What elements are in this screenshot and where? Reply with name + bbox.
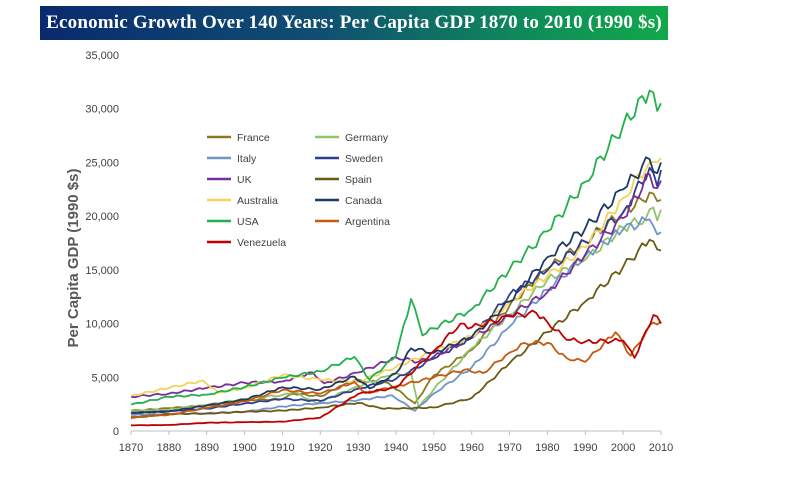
- x-tick-label: 1910: [270, 442, 294, 454]
- x-tick-label: 1930: [346, 442, 370, 454]
- x-tick-label: 1970: [497, 442, 521, 454]
- legend-entry: Spain: [345, 174, 372, 186]
- series-line-venezuela: [130, 309, 662, 427]
- x-tick-label: 1960: [459, 442, 483, 454]
- series-line-sweden: [130, 166, 662, 414]
- series-line-usa: [130, 89, 662, 406]
- y-tick-label: 20,000: [85, 211, 119, 223]
- y-axis-label: Per Capita GDP (1990 $s): [65, 169, 82, 348]
- y-tick-label: 35,000: [85, 50, 119, 62]
- chart-title: Economic Growth Over 140 Years: Per Capi…: [40, 6, 668, 40]
- x-tick-label: 1890: [194, 442, 218, 454]
- legend-entry: Canada: [345, 195, 382, 207]
- x-tick-label: 2000: [611, 442, 635, 454]
- series-group: [130, 89, 662, 427]
- legend-entry: Sweden: [345, 153, 383, 165]
- legend-entry: Italy: [237, 153, 257, 165]
- y-tick-label: 5,000: [91, 372, 119, 384]
- legend-entry: Australia: [237, 195, 278, 207]
- x-tick-label: 1940: [384, 442, 408, 454]
- legend: France Germany Italy Sweden UK Spain Australia…: [207, 132, 390, 249]
- y-tick-label: 10,000: [85, 319, 119, 331]
- x-tick-label: 1980: [535, 442, 559, 454]
- legend-entry: Germany: [345, 132, 389, 144]
- series-line-germany: [130, 206, 662, 413]
- legend-entry: Argentina: [345, 216, 390, 228]
- y-tick-label: 0: [113, 426, 119, 438]
- x-tick-label: 1950: [422, 442, 446, 454]
- x-tick-label: 1880: [157, 442, 181, 454]
- series-line-canada: [130, 156, 662, 414]
- series-line-spain: [130, 238, 662, 419]
- legend-entry: France: [237, 132, 270, 144]
- legend-entry: UK: [237, 174, 252, 186]
- x-tick-label: 1870: [119, 442, 143, 454]
- y-tick-label: 15,000: [85, 265, 119, 277]
- y-tick-label: 30,000: [85, 104, 119, 116]
- series-line-argentina: [130, 320, 662, 418]
- series-line-uk: [130, 173, 662, 399]
- y-tick-label: 25,000: [85, 157, 119, 169]
- legend-entry: USA: [237, 216, 259, 228]
- x-tick-label: 1900: [232, 442, 256, 454]
- x-tick-label: 1920: [308, 442, 332, 454]
- x-tick-label: 1990: [573, 442, 597, 454]
- x-tick-label: 2010: [649, 442, 673, 454]
- legend-entry: Venezuela: [237, 237, 286, 249]
- axes: 0 5,000 10,000 15,000 20,000 25,000 30,000 35,0…: [85, 50, 673, 454]
- series-line-australia: [130, 157, 662, 397]
